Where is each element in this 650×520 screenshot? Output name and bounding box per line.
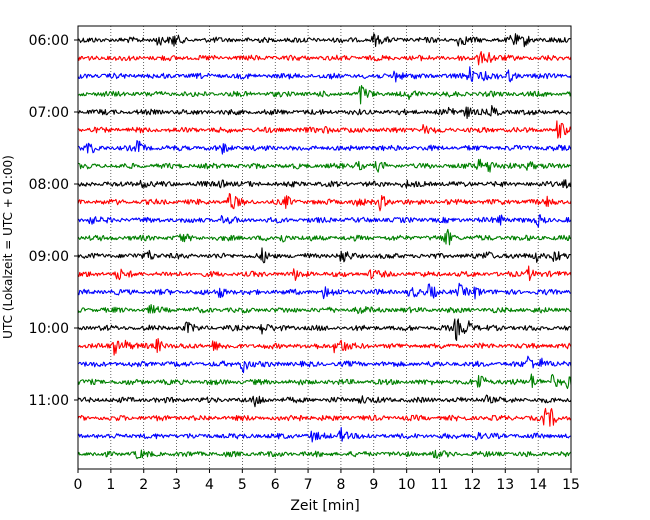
trace-0945 <box>77 304 572 315</box>
x-tick-label: 11 <box>431 477 449 493</box>
x-axis-ticks: 0 1 2 3 4 5 6 7 8 9 10 11 12 13 14 15 <box>74 469 580 493</box>
x-gridlines <box>110 26 539 469</box>
trace-1115 <box>77 407 572 427</box>
trace-0615 <box>77 51 572 66</box>
trace-1145 <box>77 449 572 460</box>
plot-frame <box>77 25 572 470</box>
trace-1015 <box>77 337 572 356</box>
y-tick-label: 11:00 <box>29 393 69 409</box>
trace-0830 <box>77 214 572 228</box>
trace-0815 <box>77 193 572 212</box>
y-axis-ticks: 06:00 07:00 08:00 09:00 10:00 11:00 <box>29 33 78 409</box>
y-tick-label: 09:00 <box>29 249 69 265</box>
seismic-traces <box>77 33 572 460</box>
x-axis-title: Zeit [min] <box>290 498 359 514</box>
trace-0715 <box>77 120 572 139</box>
x-tick-label: 13 <box>496 477 514 493</box>
trace-0600 <box>77 33 572 48</box>
x-tick-label: 2 <box>139 477 148 493</box>
y-axis-title: UTC (Lokalzeit = UTC + 01:00) <box>1 155 15 339</box>
x-tick-label: 6 <box>271 477 280 493</box>
y-tick-label: 08:00 <box>29 177 69 193</box>
y-tick-label: 06:00 <box>29 33 69 49</box>
trace-1030 <box>77 355 572 374</box>
trace-0800 <box>77 179 572 189</box>
x-tick-label: 0 <box>74 477 83 493</box>
y-tick-label: 10:00 <box>29 321 69 337</box>
trace-0930 <box>77 282 572 300</box>
trace-0700 <box>77 104 572 119</box>
x-tick-label: 8 <box>336 477 345 493</box>
trace-0645 <box>77 85 572 105</box>
trace-0630 <box>77 66 572 83</box>
trace-0900 <box>77 247 572 264</box>
x-tick-label: 3 <box>172 477 181 493</box>
x-tick-label: 10 <box>398 477 416 493</box>
trace-0845 <box>77 228 572 246</box>
x-tick-label: 12 <box>463 477 481 493</box>
x-tick-label: 14 <box>529 477 547 493</box>
x-tick-label: 7 <box>304 477 313 493</box>
trace-0915 <box>77 265 572 282</box>
x-tick-label: 1 <box>106 477 115 493</box>
trace-1100 <box>77 394 572 408</box>
trace-1000 <box>77 318 572 341</box>
x-tick-label: 5 <box>238 477 247 493</box>
trace-0745 <box>77 158 572 173</box>
trace-1130 <box>77 426 572 443</box>
x-tick-label: 15 <box>562 477 580 493</box>
trace-1045 <box>77 373 572 390</box>
trace-0730 <box>77 140 572 155</box>
y-tick-label: 07:00 <box>29 105 69 121</box>
x-tick-label: 9 <box>369 477 378 493</box>
x-tick-label: 4 <box>205 477 214 493</box>
